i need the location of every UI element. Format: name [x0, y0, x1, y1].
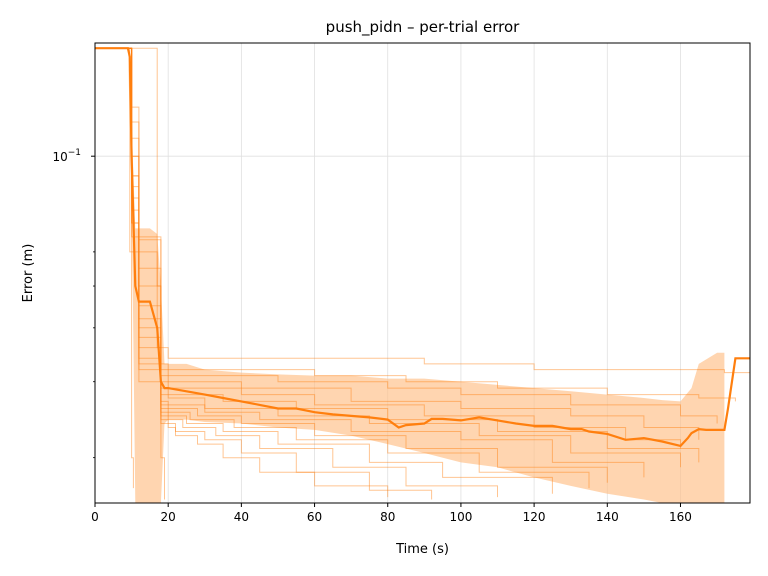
trial-line [95, 47, 645, 478]
y-axis-ticks: 10−1 [52, 148, 95, 459]
trial-line [95, 47, 433, 500]
x-tick-label: 40 [234, 510, 249, 524]
y-tick-exponent: −1 [68, 148, 81, 158]
trial-line [95, 47, 736, 402]
error-band [95, 48, 725, 503]
x-tick-label: 160 [669, 510, 692, 524]
trial-line [95, 47, 608, 483]
y-tick-label: 10−1 [52, 148, 81, 164]
x-tick-label: 80 [380, 510, 395, 524]
trial-line [95, 47, 700, 440]
x-tick-label: 140 [596, 510, 619, 524]
trial-line [95, 47, 498, 498]
chart-title: push_pidn – per-trial error [326, 18, 520, 37]
y-axis-label: Error (m) [21, 244, 36, 303]
x-axis-ticks: 0 20 40 60 80 100 120 140 160 [91, 503, 692, 524]
x-tick-label: 100 [449, 510, 472, 524]
x-tick-label: 120 [523, 510, 546, 524]
trial-line [95, 47, 590, 489]
trial-line [95, 47, 718, 424]
trial-line [95, 47, 165, 500]
mean-line [95, 47, 750, 448]
plot-frame [94, 42, 751, 504]
trial-line [95, 47, 681, 449]
x-axis-label: Time (s) [395, 542, 449, 557]
trial-line [95, 47, 681, 468]
x-tick-label: 0 [91, 510, 99, 524]
error-band-area [95, 48, 725, 503]
x-tick-label: 60 [307, 510, 322, 524]
mean-line-group [95, 47, 750, 448]
x-tick-label: 20 [161, 510, 176, 524]
trial-line [95, 47, 553, 494]
